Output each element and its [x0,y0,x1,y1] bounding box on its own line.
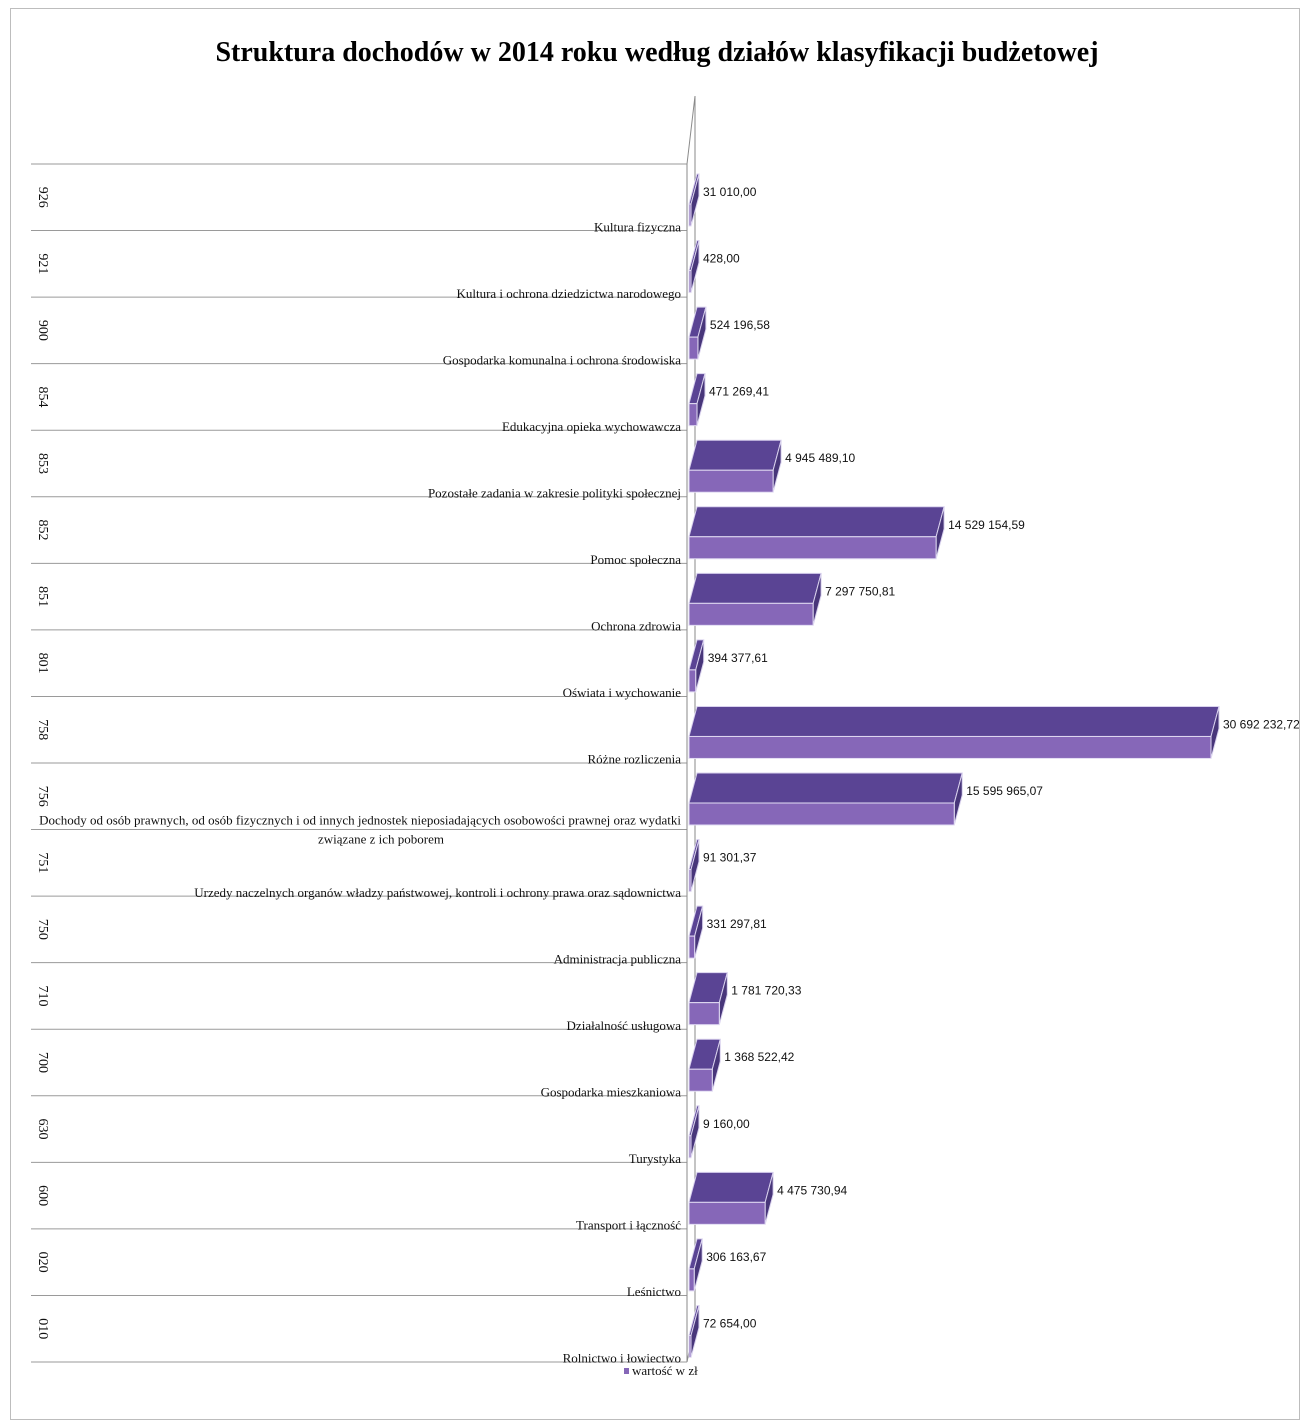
category-name: Różne rozliczenia [588,752,682,767]
category-name: Kultura fizyczna [594,219,681,234]
chart-title: Struktura dochodów w 2014 roku według dz… [215,37,1098,68]
bar [688,735,1212,759]
category-name: Urzedy naczelnych organów władzy państwo… [194,885,681,900]
bar-top [688,506,945,538]
bar [688,403,698,427]
category-name: Kultura i ochrona dziedzictwa narodowego [456,286,681,301]
value-label: 331 297,81 [707,917,767,931]
category-name: Oświata i wychowanie [563,685,682,700]
category-code: 926 [35,187,50,208]
value-label: 30 692 232,72 [1223,717,1299,731]
value-label: 9 160,00 [703,1117,750,1131]
category-code: 851 [35,586,50,607]
bar [688,469,774,493]
category-name: Ochrona zdrowia [591,619,681,634]
category-code: 921 [35,253,50,274]
category-name: Transport i łączność [576,1218,681,1233]
category-name: Pomoc społeczna [590,552,681,567]
category-code: 700 [35,1052,50,1073]
bar-top [688,705,1220,737]
category-code: 630 [35,1119,50,1140]
value-label: 14 529 154,59 [948,518,1025,532]
category-code: 750 [35,919,50,940]
bar [688,1334,692,1358]
category-code: 853 [35,453,50,474]
category-code: 600 [35,1185,50,1206]
bar-top [688,572,822,604]
category-code: 751 [35,852,50,873]
bar [688,536,937,560]
category-code: 710 [35,985,50,1006]
category-name: Administracja publiczna [554,951,682,966]
value-label: 524 196,58 [710,318,770,332]
bar [688,669,697,693]
category-code: 758 [35,719,50,740]
category-name: Leśnictwo [627,1284,681,1299]
bar [688,1268,695,1292]
category-name: Działalność usługowa [567,1018,682,1033]
category-grid [31,163,687,1363]
bar [688,270,692,294]
category-code: 756 [35,786,50,807]
category-labels: 926 Kultura fizyczna 921 Kultura i ochrona … [35,187,681,1366]
value-label: 7 297 750,81 [825,584,895,598]
category-name: Rolnictwo i łowiectwo [563,1351,681,1366]
value-label: 1 368 522,42 [724,1050,794,1064]
value-label: 4 945 489,10 [785,451,855,465]
bar [688,1201,766,1225]
bar-top [688,1171,774,1203]
value-label: 31 010,00 [703,185,757,199]
bar-top [688,439,782,471]
bars [688,173,1220,1358]
category-code: 854 [35,386,50,407]
category-name: Turystyka [629,1151,681,1166]
bar [688,602,814,626]
value-labels: 31 010,00 428,00 524 196,58 471 269,41 4 945… [703,185,1299,1330]
bar-top [688,772,963,804]
value-label: 72 654,00 [703,1316,757,1330]
legend-label: wartość w zł [632,1363,698,1378]
bar [688,935,696,959]
legend-swatch [624,1368,629,1374]
category-code: 900 [35,320,50,341]
chart-frame: Struktura dochodów w 2014 roku według dz… [10,8,1300,1420]
value-label: 15 595 965,07 [966,784,1043,798]
category-name: Gospodarka mieszkaniowa [541,1085,682,1100]
value-label: 428,00 [703,252,740,266]
legend: wartość w zł [624,1363,698,1378]
category-name: Pozostałe zadania w zakresie polityki sp… [428,486,681,501]
bar [688,802,955,826]
bar [688,1068,713,1092]
category-code: 801 [35,653,50,674]
bar [688,1002,720,1026]
bar-chart: Struktura dochodów w 2014 roku według dz… [31,37,1299,1378]
value-label: 394 377,61 [708,651,768,665]
category-name: Gospodarka komunalna i ochrona środowisk… [443,352,682,367]
value-label: 4 475 730,94 [777,1183,847,1197]
category-name: Dochody od osób prawnych, od osób fizycz… [39,812,681,827]
category-code: 020 [35,1252,50,1273]
category-code: 010 [35,1318,50,1339]
bar [688,203,692,227]
value-label: 1 781 720,33 [731,984,801,998]
bar [688,869,692,893]
value-label: 306 163,67 [706,1250,766,1264]
bar [688,336,699,360]
category-code: 852 [35,520,50,541]
bar [688,1135,692,1159]
category-name: związane z ich poborem [318,831,444,846]
value-label: 91 301,37 [703,851,757,865]
value-label: 471 269,41 [709,385,769,399]
category-name: Edukacyjna opieka wychowawcza [502,419,681,434]
